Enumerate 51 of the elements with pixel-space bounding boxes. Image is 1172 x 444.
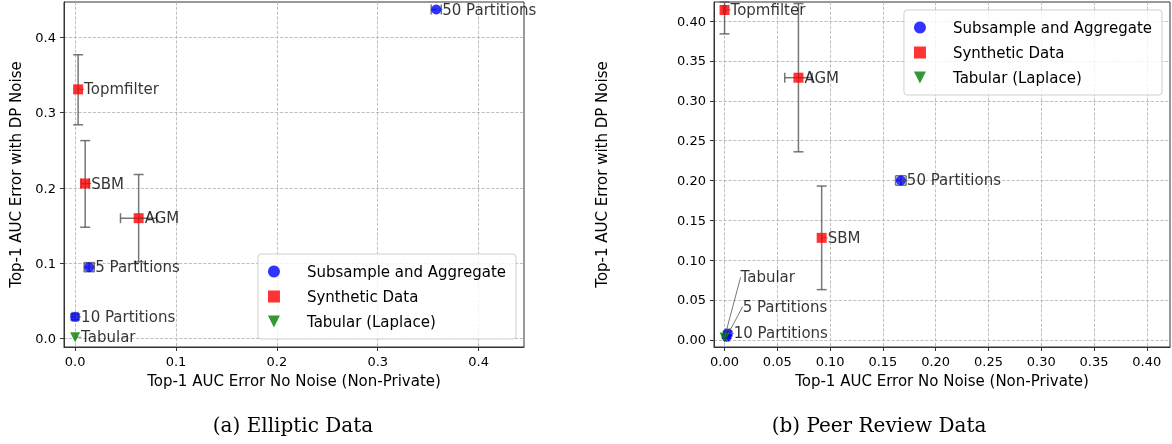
x-tick-label: 0.25 (973, 354, 1003, 369)
x-tick-label: 0.4 (468, 354, 489, 369)
annotation: 5 Partitions (95, 258, 181, 277)
y-axis-title: Top-1 AUC Error with DP Noise (6, 61, 25, 289)
y-tick-label: 0.00 (677, 332, 706, 348)
x-tick-label: 0.00 (710, 354, 740, 369)
y-tick-label: 0.35 (677, 53, 706, 69)
legend-label: Subsample and Aggregate (306, 262, 507, 281)
annotation: 50 Partitions (442, 0, 537, 19)
y-tick-label: 0.3 (35, 105, 56, 121)
y-tick-label: 0.40 (677, 13, 706, 29)
y-tick-label: 0.25 (677, 133, 706, 149)
x-tick-label: 0.10 (815, 354, 845, 369)
x-tick-label: 0.40 (1132, 354, 1162, 369)
x-tick-label: 0.0 (64, 354, 86, 369)
y-tick-label: 0.0 (35, 331, 56, 347)
legend-label: Synthetic Data (952, 43, 1065, 62)
y-tick-label: 0.05 (677, 292, 706, 308)
x-tick-label: 0.2 (266, 354, 288, 369)
x-axis-title: Top-1 AUC Error No Noise (Non-Private) (794, 371, 1089, 390)
annotation: 5 Partitions (742, 297, 828, 316)
legend-label: Tabular (Laplace) (305, 312, 436, 331)
y-tick-label: 0.30 (677, 93, 706, 109)
annotation: Topmfilter (83, 80, 160, 99)
annotation: SBM (827, 228, 861, 247)
annotation: 50 Partitions (906, 171, 1002, 190)
x-tick-label: 0.20 (921, 354, 951, 369)
y-tick-label: 0.1 (35, 255, 56, 271)
y-tick-label: 0.10 (677, 252, 706, 268)
x-tick-label: 0.30 (1026, 354, 1056, 369)
text: (a) Elliptic Data (212, 413, 374, 437)
text: (b) Peer Review Data (771, 413, 987, 437)
x-tick-label: 0.3 (367, 354, 389, 369)
x-tick-label: 0.15 (868, 354, 898, 369)
annotation: Tabular (80, 328, 137, 347)
y-tick-label: 0.2 (35, 180, 56, 196)
x-tick-label: 0.05 (762, 354, 792, 369)
x-tick-label: 0.1 (165, 354, 187, 369)
legend-label: Tabular (Laplace) (951, 68, 1082, 87)
annotation: SBM (91, 174, 124, 193)
legend-label: Subsample and Aggregate (952, 18, 1153, 37)
legend-label: Synthetic Data (306, 287, 419, 306)
x-tick-label: 0.35 (1079, 354, 1109, 369)
annotation: 10 Partitions (81, 307, 176, 326)
annotation: 10 Partitions (733, 324, 829, 343)
y-tick-label: 0.4 (35, 29, 56, 45)
y-tick-label: 0.20 (677, 172, 706, 188)
y-axis-title: Top-1 AUC Error with DP Noise (592, 61, 611, 289)
y-tick-label: 0.15 (677, 212, 706, 228)
annotation: Tabular (739, 268, 796, 287)
x-axis-title: Top-1 AUC Error No Noise (Non-Private) (146, 371, 441, 390)
